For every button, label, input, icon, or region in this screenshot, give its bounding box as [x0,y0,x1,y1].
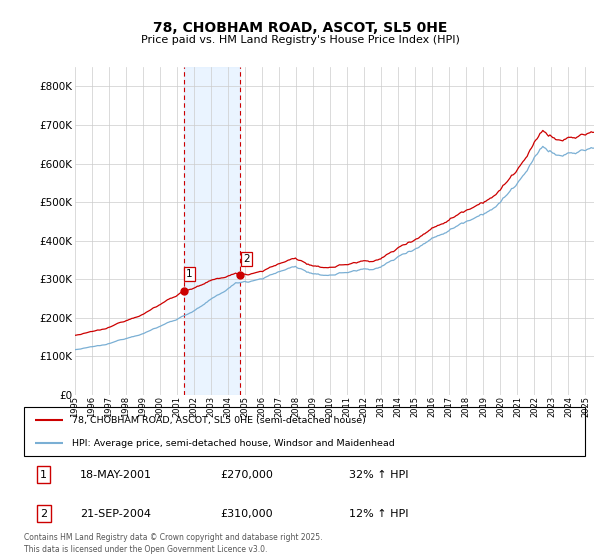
Text: 1: 1 [40,470,47,479]
Text: 32% ↑ HPI: 32% ↑ HPI [349,470,409,479]
Text: 78, CHOBHAM ROAD, ASCOT, SL5 0HE (semi-detached house): 78, CHOBHAM ROAD, ASCOT, SL5 0HE (semi-d… [71,416,365,425]
Text: £310,000: £310,000 [220,509,273,519]
Text: Contains HM Land Registry data © Crown copyright and database right 2025.
This d: Contains HM Land Registry data © Crown c… [24,533,323,554]
Text: 2: 2 [40,509,47,519]
Text: 12% ↑ HPI: 12% ↑ HPI [349,509,409,519]
Bar [184,67,241,395]
Text: 1: 1 [186,269,193,279]
Text: HPI: Average price, semi-detached house, Windsor and Maidenhead: HPI: Average price, semi-detached house,… [71,438,394,447]
Text: 18-MAY-2001: 18-MAY-2001 [80,470,152,479]
Text: £270,000: £270,000 [220,470,273,479]
Text: 2: 2 [243,254,250,264]
Text: 78, CHOBHAM ROAD, ASCOT, SL5 0HE: 78, CHOBHAM ROAD, ASCOT, SL5 0HE [153,21,447,35]
Text: 21-SEP-2004: 21-SEP-2004 [80,509,151,519]
Text: Price paid vs. HM Land Registry's House Price Index (HPI): Price paid vs. HM Land Registry's House … [140,35,460,45]
